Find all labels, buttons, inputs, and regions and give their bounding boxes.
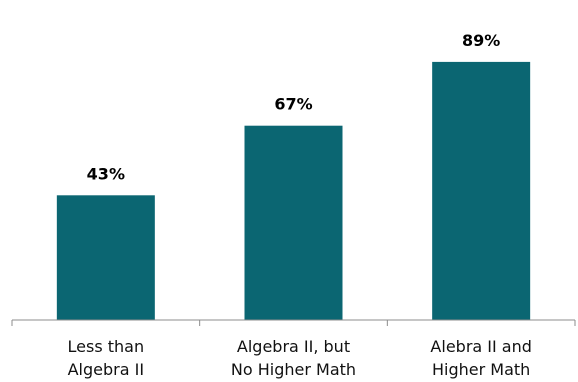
- bars-layer: [56, 61, 531, 321]
- category-label-2-line-1: Higher Math: [432, 360, 530, 379]
- category-label-1-line-0: Algebra II, but: [237, 337, 350, 356]
- bar-1: [244, 125, 343, 320]
- bar-2: [432, 61, 531, 321]
- category-label-0-line-0: Less than: [68, 337, 145, 356]
- value-label-1: 67%: [274, 95, 312, 114]
- x-axis: [11, 319, 576, 326]
- category-label-0-line-1: Algebra II: [68, 360, 144, 379]
- value-label-2: 89%: [462, 31, 500, 50]
- category-label-1-line-1: No Higher Math: [231, 360, 356, 379]
- value-labels-layer: 43% 67% 89%: [87, 31, 501, 183]
- value-label-0: 43%: [87, 164, 125, 183]
- bar-0: [56, 195, 155, 320]
- category-labels-layer: Less than Algebra II Algebra II, but No Hig…: [68, 337, 532, 379]
- category-label-2-line-0: Alebra II and: [430, 337, 531, 356]
